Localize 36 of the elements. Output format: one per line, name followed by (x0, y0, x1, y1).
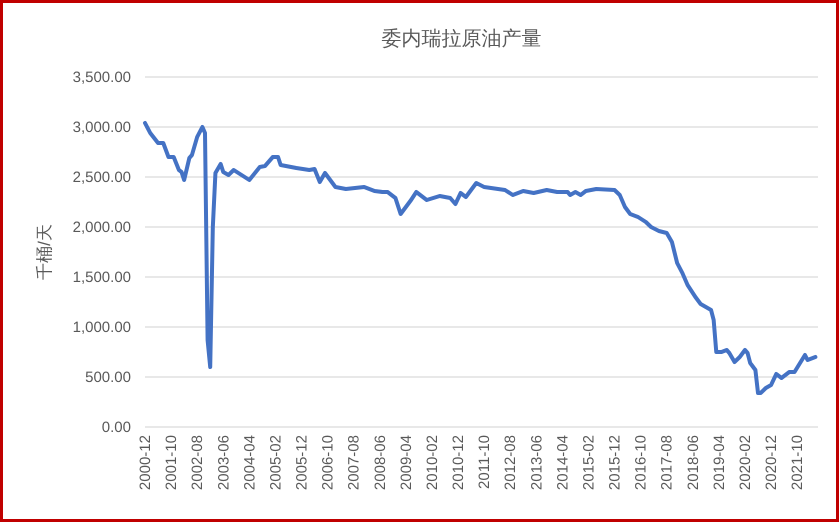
x-tick-label: 2000-12 (137, 435, 154, 490)
x-tick-label: 2018-06 (684, 435, 702, 490)
x-tick-label: 2017-08 (658, 435, 676, 490)
x-tick-label: 2006-10 (320, 435, 337, 490)
x-tick-label: 2007-08 (346, 435, 363, 490)
x-tick-label: 2009-04 (398, 435, 415, 490)
x-tick-label: 2010-12 (450, 435, 468, 490)
y-axis-title: 千桶/天 (35, 224, 54, 280)
y-tick-label: 500.00 (85, 369, 131, 386)
x-tick-label: 2014-04 (554, 435, 572, 490)
x-tick-label: 2012-08 (502, 435, 520, 490)
x-tick-label: 2021-10 (789, 435, 806, 490)
x-tick-label: 2005-12 (294, 435, 311, 490)
x-tick-label: 2001-10 (163, 435, 180, 490)
x-tick-label: 2008-06 (372, 435, 389, 490)
y-tick-label: 3,500.00 (72, 69, 131, 86)
y-tick-label: 2,000.00 (72, 219, 131, 236)
x-tick-label: 2013-06 (528, 435, 546, 490)
y-tick-label: 1,500.00 (72, 269, 131, 286)
x-tick-label: 2005-02 (267, 435, 284, 490)
x-tick-label: 2015-02 (580, 435, 598, 490)
y-tick-label: 3,000.00 (72, 119, 131, 136)
x-tick-label: 2003-06 (215, 435, 232, 490)
x-tick-label: 2002-08 (189, 435, 206, 490)
x-tick-label: 2020-12 (763, 435, 780, 490)
x-tick-label: 2010-02 (424, 435, 441, 490)
x-tick-label: 2020-02 (736, 435, 754, 490)
x-tick-label: 2011-10 (476, 435, 494, 489)
x-tick-label: 2004-04 (241, 435, 258, 490)
x-tick-label: 2016-10 (632, 435, 650, 490)
y-tick-label: 1,000.00 (72, 319, 131, 336)
chart-title: 委内瑞拉原油产量 (382, 28, 542, 50)
x-tick-label: 2019-04 (710, 435, 728, 490)
y-tick-label: 0.00 (102, 419, 131, 436)
y-tick-label: 2,500.00 (72, 169, 131, 186)
x-tick-label: 2015-12 (606, 435, 624, 490)
